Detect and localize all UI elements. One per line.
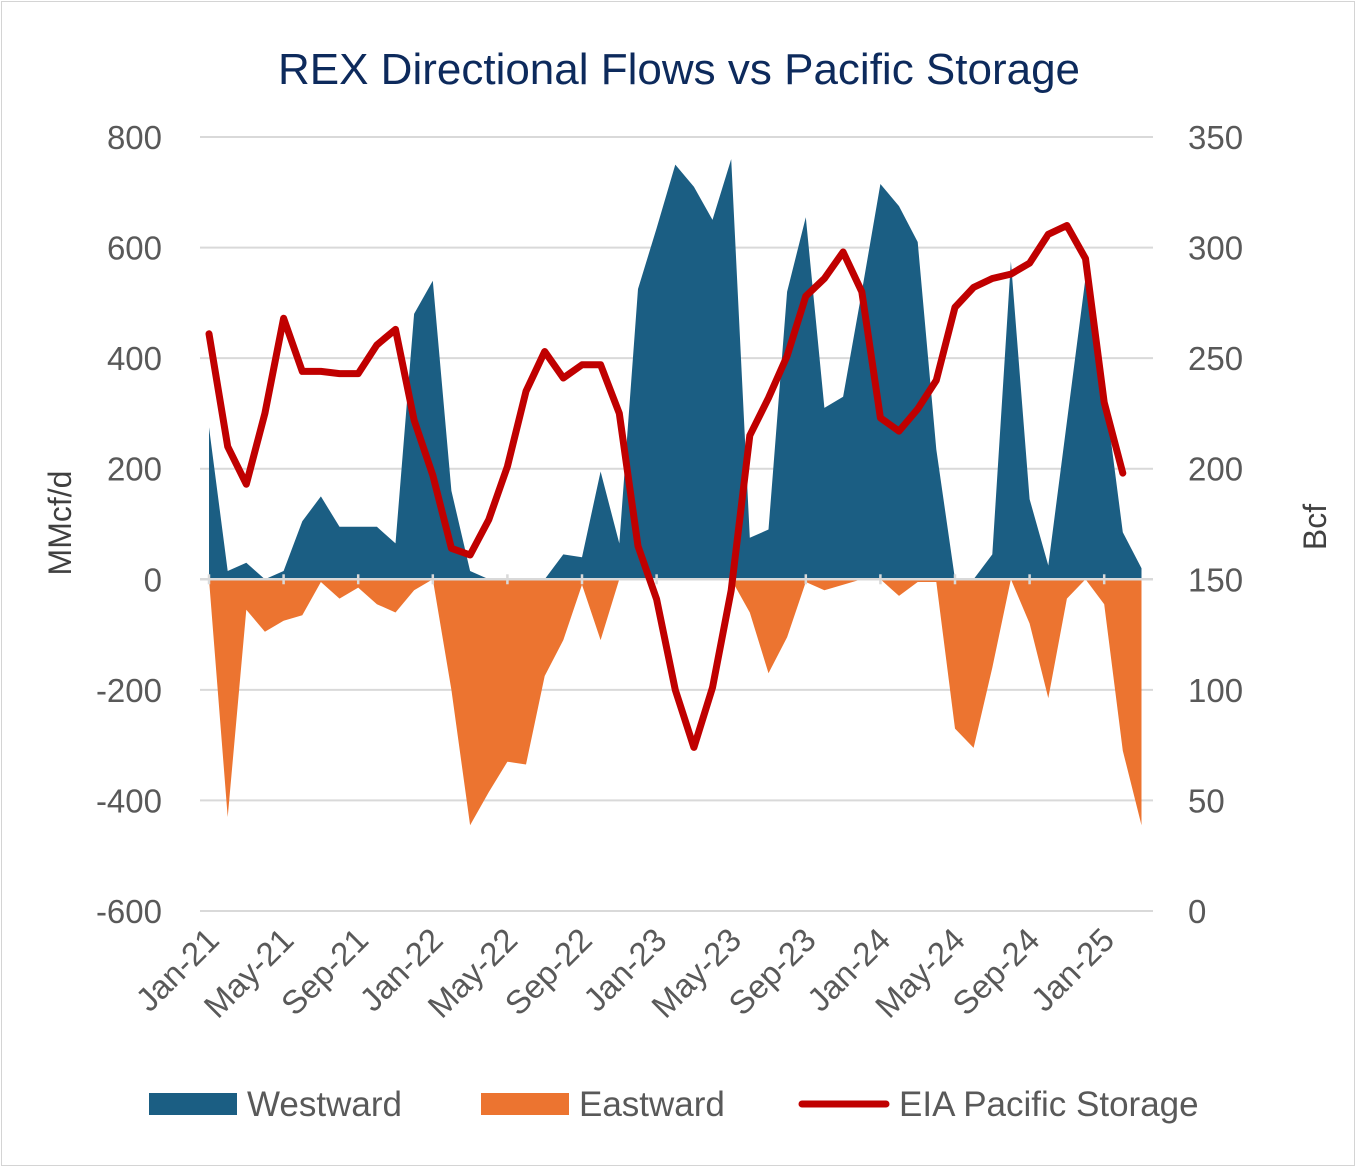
- left-tick-label: -200: [96, 672, 162, 709]
- right-tick-label: 200: [1188, 451, 1243, 488]
- x-axis-ticks: [207, 574, 1106, 585]
- area-westward: [209, 159, 1142, 580]
- legend-swatch-eastward: [481, 1093, 569, 1115]
- left-tick-label: -600: [96, 893, 162, 930]
- left-tick-label: 200: [107, 451, 162, 488]
- right-tick-label: 300: [1188, 230, 1243, 267]
- left-tick-label: 600: [107, 230, 162, 267]
- line-series: [205, 222, 1127, 751]
- left-tick-label: 400: [107, 340, 162, 377]
- x-tick-label: Jan-25: [1024, 921, 1122, 1019]
- line-eia-pacific-storage: [205, 222, 1127, 751]
- right-tick-label: 250: [1188, 340, 1243, 377]
- legend-label-westward: Westward: [247, 1085, 402, 1124]
- x-axis-labels: Jan-21May-21Sep-21Jan-22May-22Sep-22Jan-…: [128, 921, 1121, 1025]
- legend-swatch-westward: [149, 1093, 237, 1115]
- legend: Westward Eastward EIA Pacific Storage: [149, 1085, 1199, 1124]
- area-eastward: [209, 579, 1142, 826]
- left-tick-label: 0: [144, 561, 162, 598]
- right-axis-title: Bcf: [1297, 504, 1333, 550]
- legend-label-eia-pacific-storage: EIA Pacific Storage: [899, 1085, 1199, 1124]
- left-tick-label: -400: [96, 782, 162, 819]
- right-tick-label: 150: [1188, 561, 1243, 598]
- right-tick-label: 350: [1188, 119, 1243, 156]
- left-axis-title: MMcf/d: [42, 471, 78, 576]
- left-y-axis: -600 -400 -200 0 200 400 600 800: [96, 119, 162, 930]
- right-tick-label: 0: [1188, 893, 1206, 930]
- legend-label-eastward: Eastward: [579, 1085, 725, 1124]
- chart-title: REX Directional Flows vs Pacific Storage: [278, 45, 1080, 94]
- right-tick-label: 50: [1188, 782, 1225, 819]
- left-tick-label: 800: [107, 119, 162, 156]
- area-series: [209, 159, 1142, 826]
- right-y-axis: 0 50 100 150 200 250 300 350: [1188, 119, 1243, 930]
- right-tick-label: 100: [1188, 672, 1243, 709]
